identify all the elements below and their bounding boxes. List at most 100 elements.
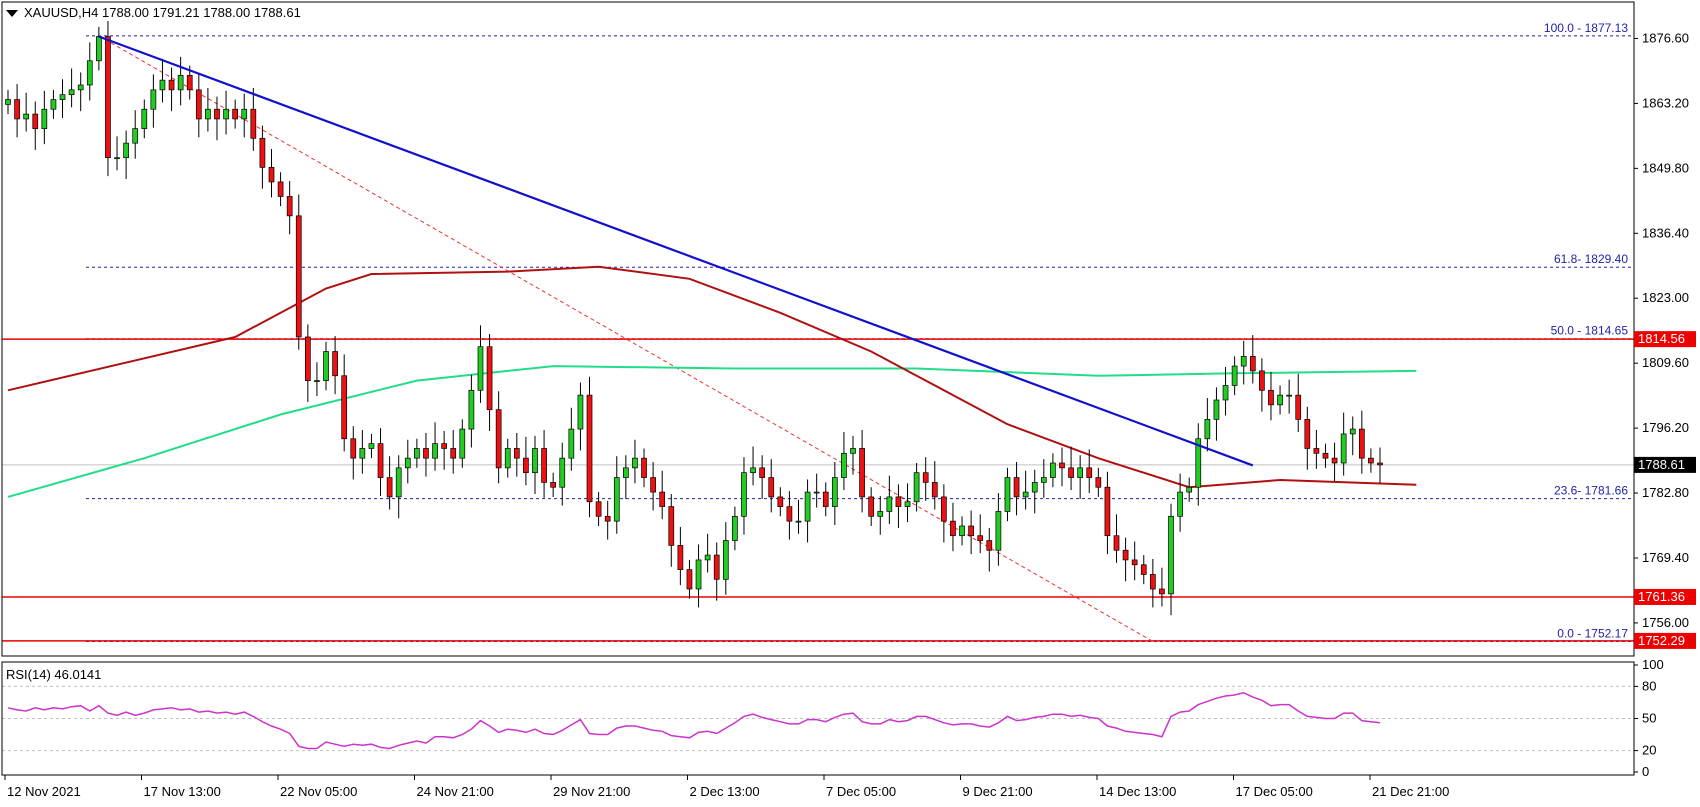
candle — [423, 432, 429, 477]
candle-body-up — [841, 452, 847, 478]
candle-body-up — [150, 89, 157, 110]
candle-body-up — [1168, 515, 1174, 595]
candle-body-down — [941, 496, 947, 522]
time-axis-label: 17 Dec 05:00 — [1236, 784, 1313, 799]
rsi-axis-label: 100 — [1642, 657, 1664, 672]
candle-body-down — [550, 482, 557, 488]
candle-body-up — [750, 467, 756, 474]
candle-body-down — [259, 137, 266, 168]
dropdown-triangle-icon[interactable] — [6, 10, 18, 18]
candle-body-down — [1249, 356, 1256, 372]
candle — [468, 374, 475, 448]
candle-body-up — [995, 511, 1002, 551]
candle-body-up — [904, 501, 911, 507]
candle-body-down — [713, 554, 720, 580]
candle — [205, 87, 211, 132]
price-tag-box — [1634, 588, 1696, 605]
candle-body-up — [50, 99, 57, 110]
candle — [314, 362, 320, 397]
candle-body-up — [368, 443, 375, 449]
candle-body-up — [532, 448, 538, 474]
candle-body-up — [959, 525, 965, 537]
candle-body-down — [1322, 452, 1329, 459]
time-axis-label: 24 Nov 21:00 — [417, 784, 494, 799]
candle — [895, 484, 902, 528]
candle — [1031, 469, 1038, 514]
price-tag-label: 1814.56 — [1638, 331, 1685, 346]
candle — [1286, 379, 1292, 414]
candle — [1331, 442, 1338, 482]
candle-body-up — [141, 108, 148, 129]
candle — [1113, 514, 1120, 563]
candle-body-down — [777, 496, 784, 507]
candle — [950, 502, 956, 552]
time-axis-label: 21 Dec 21:00 — [1372, 784, 1449, 799]
candle — [177, 56, 184, 106]
candle-body-down — [1268, 389, 1274, 406]
candle — [577, 382, 584, 451]
candle-body-down — [1149, 574, 1156, 590]
candle — [604, 500, 611, 540]
candle-body-up — [1004, 477, 1011, 512]
candle-body-down — [268, 167, 275, 183]
candle-body-down — [495, 409, 502, 469]
candle-body-up — [741, 472, 747, 517]
candle — [32, 101, 39, 150]
candle-body-up — [1050, 462, 1056, 478]
candle — [114, 136, 120, 171]
rsi-header: RSI(14) 46.0141 — [6, 667, 101, 682]
candle — [841, 431, 847, 491]
candle — [677, 526, 684, 586]
rsi-axis-label: 0 — [1642, 764, 1649, 779]
candle — [1340, 412, 1347, 476]
candle — [1259, 358, 1265, 412]
candle-body-down — [650, 477, 656, 493]
candle — [695, 544, 702, 608]
candle-body-down — [486, 346, 493, 411]
candle-body-down — [295, 215, 302, 338]
candle-body-up — [613, 477, 620, 522]
price-axis-label: 1782.80 — [1642, 485, 1689, 500]
rsi-axis-label: 50 — [1642, 711, 1656, 726]
price-axis-label: 1876.60 — [1642, 30, 1689, 45]
candle-body-up — [722, 540, 729, 580]
candle — [105, 21, 111, 177]
candle — [50, 89, 57, 119]
candle — [1213, 387, 1220, 441]
candle-body-down — [677, 545, 684, 570]
candle — [1177, 473, 1183, 532]
candle-body-up — [732, 515, 738, 541]
symbol-line: XAUUSD,H4 1788.00 1791.21 1788.00 1788.6… — [24, 5, 301, 20]
candle-body-up — [831, 477, 838, 507]
candle-body-up — [1286, 394, 1292, 397]
candle-body-down — [1159, 588, 1165, 595]
candle — [1022, 470, 1029, 510]
candle — [350, 426, 357, 480]
moving-average-red-line — [7, 265, 1417, 489]
candle — [541, 430, 547, 498]
fib-level-label: 0.0 - 1752.17 — [1557, 626, 1628, 640]
time-axis-label: 17 Nov 13:00 — [144, 784, 221, 799]
candle — [1322, 443, 1329, 468]
candle-body-down — [441, 443, 447, 449]
candle — [632, 439, 638, 484]
candle — [1040, 459, 1047, 498]
candle — [1004, 467, 1011, 522]
candle-body-up — [114, 157, 120, 160]
candle — [477, 325, 484, 403]
candle-body-down — [1104, 486, 1111, 537]
candle — [559, 442, 566, 506]
candle — [1231, 356, 1238, 396]
fib-level-label: 100.0 - 1877.13 — [1544, 21, 1628, 35]
candle-body-down — [450, 448, 457, 459]
candle-body-up — [804, 491, 811, 522]
candle — [995, 493, 1002, 566]
candle — [123, 130, 129, 180]
candle — [795, 499, 802, 534]
candle-body-up — [59, 94, 66, 100]
candle — [804, 479, 811, 543]
time-axis-label: 12 Nov 2021 — [7, 784, 81, 799]
candle-body-down — [1068, 467, 1074, 478]
